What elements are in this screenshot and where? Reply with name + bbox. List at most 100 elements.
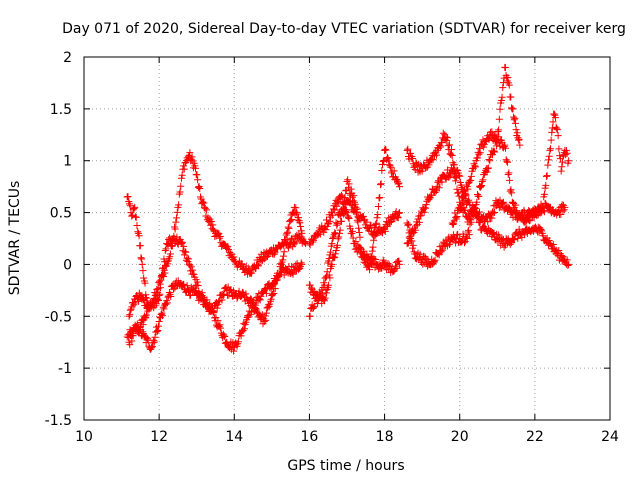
data-point xyxy=(351,200,359,208)
data-point xyxy=(213,304,221,312)
data-point xyxy=(545,152,553,160)
data-point xyxy=(382,146,390,154)
data-point xyxy=(194,183,202,191)
data-point xyxy=(552,114,560,122)
data-point xyxy=(279,256,287,264)
data-point xyxy=(292,204,300,212)
data-point xyxy=(404,145,412,153)
data-point xyxy=(498,93,506,101)
data-point xyxy=(154,322,162,330)
data-point xyxy=(451,166,459,174)
data-point xyxy=(415,218,423,226)
data-point xyxy=(495,126,503,134)
data-point xyxy=(162,300,170,308)
data-point xyxy=(461,206,469,214)
data-point xyxy=(159,264,167,272)
data-point xyxy=(155,277,163,285)
data-point xyxy=(456,205,464,213)
data-point xyxy=(280,248,288,256)
data-point xyxy=(148,342,156,350)
data-point xyxy=(505,169,513,177)
data-point xyxy=(370,232,378,240)
data-point xyxy=(437,248,445,256)
data-point xyxy=(330,253,338,261)
data-point xyxy=(203,206,211,214)
data-point xyxy=(262,316,270,324)
data-point xyxy=(233,294,241,302)
data-point xyxy=(297,259,305,267)
data-point xyxy=(157,311,165,319)
data-point xyxy=(188,153,196,161)
data-point xyxy=(353,248,361,256)
data-point xyxy=(512,201,520,209)
data-point xyxy=(215,229,223,237)
data-point xyxy=(215,298,223,306)
data-point xyxy=(545,236,553,244)
data-point xyxy=(445,141,453,149)
data-point xyxy=(349,234,357,242)
data-point xyxy=(564,261,572,269)
data-point xyxy=(539,232,547,240)
data-point xyxy=(241,325,249,333)
data-point xyxy=(196,185,204,193)
data-point xyxy=(506,204,514,212)
data-point xyxy=(404,221,412,229)
data-point xyxy=(488,214,496,222)
data-point xyxy=(425,161,433,169)
data-point xyxy=(368,247,376,255)
data-point xyxy=(331,206,339,214)
data-point xyxy=(408,237,416,245)
data-point xyxy=(186,261,194,269)
x-tick-label: 20 xyxy=(451,429,469,445)
data-point xyxy=(331,229,339,237)
data-point xyxy=(128,211,136,219)
data-point xyxy=(484,165,492,173)
data-point xyxy=(144,335,152,343)
data-point xyxy=(169,285,177,293)
data-point xyxy=(515,136,523,144)
data-point xyxy=(171,223,179,231)
data-point xyxy=(202,298,210,306)
data-point xyxy=(136,242,144,250)
data-point xyxy=(544,161,552,169)
data-point xyxy=(547,145,555,153)
data-point xyxy=(177,182,185,190)
data-point xyxy=(546,146,554,154)
data-point xyxy=(183,282,191,290)
data-point xyxy=(545,156,553,164)
data-point xyxy=(161,269,169,277)
data-point xyxy=(284,223,292,231)
data-point xyxy=(474,213,482,221)
data-point xyxy=(559,207,567,215)
data-point xyxy=(193,171,201,179)
data-point xyxy=(329,234,337,242)
data-point xyxy=(435,184,443,192)
data-point xyxy=(467,176,475,184)
data-point xyxy=(157,284,165,292)
data-point xyxy=(355,229,363,237)
data-point xyxy=(375,194,383,202)
data-point xyxy=(450,161,458,169)
data-point xyxy=(396,183,404,191)
data-point xyxy=(336,226,344,234)
data-point xyxy=(283,229,291,237)
data-point xyxy=(395,209,403,217)
data-point xyxy=(417,212,425,220)
data-point xyxy=(128,212,136,220)
data-point xyxy=(328,260,336,268)
data-point xyxy=(352,203,360,211)
data-point xyxy=(331,229,339,237)
data-point xyxy=(563,149,571,157)
data-point xyxy=(310,287,318,295)
data-point xyxy=(471,162,479,170)
data-point xyxy=(193,278,201,286)
data-point xyxy=(314,297,322,305)
data-point xyxy=(159,312,167,320)
data-point xyxy=(269,290,277,298)
data-point xyxy=(343,209,351,217)
data-point xyxy=(390,167,398,175)
data-point xyxy=(550,110,558,118)
data-point xyxy=(321,294,329,302)
data-point xyxy=(224,242,232,250)
data-point xyxy=(201,204,209,212)
